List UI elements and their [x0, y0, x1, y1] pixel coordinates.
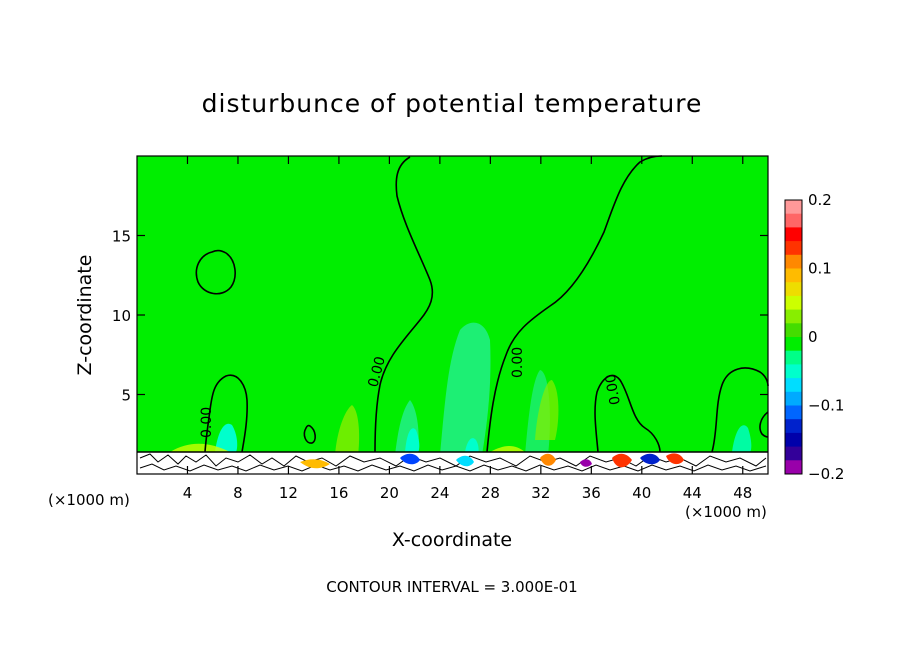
x-tick-label: 36	[582, 484, 601, 502]
colorbar-frame	[784, 199, 803, 475]
colorbar-tick-label: −0.2	[808, 465, 844, 483]
colorbar-ticks: 0.2 0.1 0 −0.1 −0.2	[808, 191, 844, 483]
y-tick-label: 15	[112, 228, 131, 246]
colorbar-swatch	[785, 323, 802, 338]
colorbar-swatch	[785, 337, 802, 352]
field-warm-strip	[170, 443, 230, 452]
contour-label-2: 0.00	[365, 355, 389, 389]
surface-noise-black-2	[139, 463, 767, 472]
surface-blob-red	[612, 453, 632, 468]
contour-closed-loop	[195, 249, 236, 295]
surface-blob-blue-2	[640, 453, 660, 465]
contour-label-1: 0.00	[199, 407, 215, 438]
colorbar-swatch	[785, 391, 802, 406]
x-axis-ticks: 4 8 12 16 20 24 28 32 36 40 44 48	[183, 156, 752, 502]
surface-blob-red-2	[666, 453, 684, 465]
colorbar-swatch	[785, 350, 802, 365]
x-tick-label: 28	[481, 484, 500, 502]
surface-blob-yellow	[300, 459, 330, 469]
y-axis-label: Z-coordinate	[74, 255, 96, 376]
y-tick-label: 5	[121, 387, 131, 405]
contour-left-plume	[204, 374, 248, 453]
colorbar-tick-label: 0.1	[808, 260, 832, 278]
colorbar-swatch	[785, 241, 802, 256]
surface-blob-cyan	[456, 455, 474, 467]
contour-small-loop	[303, 424, 316, 444]
colorbar-swatch	[785, 268, 802, 283]
colorbar-swatch	[785, 200, 802, 215]
field-plume-cool	[440, 322, 491, 455]
x-tick-label: 24	[430, 484, 449, 502]
field-plume-warm-2	[535, 380, 559, 440]
colorbar-tick-label: 0.2	[808, 191, 832, 209]
colorbar-swatch	[785, 432, 802, 448]
colorbar-swatch	[785, 227, 802, 242]
x-tick-label: 40	[632, 484, 651, 502]
colorbar-swatch	[785, 419, 802, 434]
contour-right-plume	[594, 374, 661, 453]
zero-contours	[137, 155, 769, 453]
surface-blob-magenta	[580, 459, 592, 467]
colorbar-swatch	[785, 213, 802, 228]
colorbar-swatch	[785, 295, 802, 311]
contour-far-right-2	[759, 411, 769, 438]
colorbar-swatch	[785, 460, 802, 475]
x-tick-label: 44	[683, 484, 702, 502]
contour-label-4: 0.00	[603, 373, 624, 406]
field-plume-cyan	[215, 423, 238, 452]
colorbar-swatch	[785, 254, 802, 269]
contour-central	[374, 156, 434, 453]
x-unit-left: (×1000 m)	[48, 491, 130, 509]
x-tick-label: 4	[183, 484, 193, 502]
contour-interval-note: CONTOUR INTERVAL = 3.000E-01	[326, 578, 577, 596]
y-tick-label: 10	[112, 307, 131, 325]
colorbar-tick-label: −0.1	[808, 397, 844, 415]
plot-area: 0.00 0.00 0.00 0.00	[136, 155, 769, 475]
colorbar-tick-label: 0	[808, 328, 818, 346]
x-unit-right: (×1000 m)	[685, 503, 767, 521]
surface-blob-blue	[400, 453, 420, 465]
x-axis-label: X-coordinate	[392, 529, 512, 551]
colorbar-swatch	[785, 282, 802, 297]
x-tick-label: 8	[233, 484, 243, 502]
field-plume-warm	[335, 405, 360, 455]
field-warm-strip-2	[490, 446, 525, 452]
x-tick-label: 48	[733, 484, 752, 502]
field-plume-cyan-2	[405, 428, 420, 452]
contour-central-right	[486, 155, 663, 453]
field-plume-cyan-3	[465, 438, 479, 452]
x-tick-label: 16	[329, 484, 348, 502]
x-tick-label: 32	[531, 484, 550, 502]
x-tick-label: 20	[380, 484, 399, 502]
colorbar-swatch	[785, 378, 802, 393]
x-tick-label: 12	[279, 484, 298, 502]
contour-far-right	[711, 367, 769, 453]
colorbar-swatch	[785, 446, 802, 461]
field-plume-cyan-4	[732, 425, 752, 452]
colorbar	[784, 199, 803, 475]
colorbar-swatch	[785, 405, 802, 420]
contour-label-3: 0.00	[510, 347, 526, 378]
y-axis-ticks: 5 10 15	[112, 228, 768, 405]
surface-blob-orange	[540, 453, 556, 466]
chart-title: disturbunce of potential temperature	[202, 89, 703, 118]
colorbar-swatch	[785, 364, 802, 379]
colorbar-swatch	[785, 309, 802, 324]
